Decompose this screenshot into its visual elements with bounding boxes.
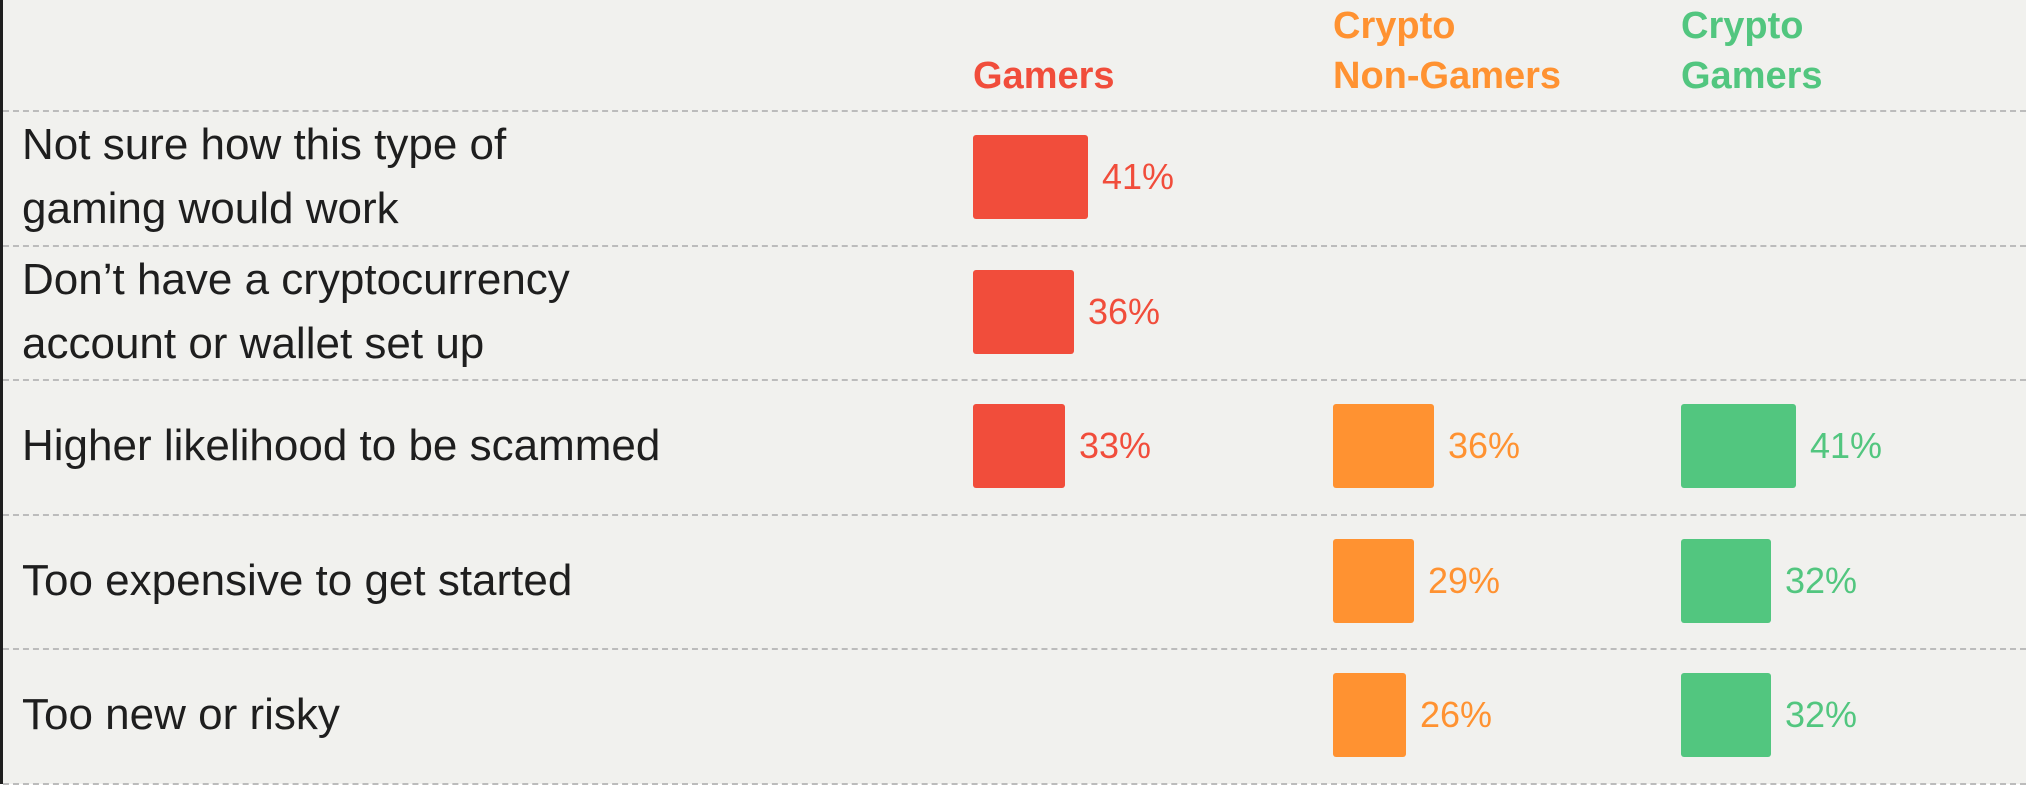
bar-1-2: [1333, 404, 1434, 488]
left-edge-border: [0, 0, 3, 784]
bar-0-0: [973, 135, 1088, 219]
value-label-0-2: 33%: [1079, 425, 1152, 466]
row-divider-1: [3, 245, 2026, 247]
value-label-1-2: 36%: [1448, 425, 1521, 466]
value-label-2-2: 41%: [1810, 425, 1883, 466]
value-label-2-4: 32%: [1785, 694, 1858, 735]
row-divider-4: [3, 648, 2026, 650]
row-label-1-line-0: Don’t have a cryptocurrency: [22, 255, 570, 304]
value-label-0-1: 36%: [1088, 291, 1161, 332]
column-header-2-line-0: Crypto: [1681, 5, 1804, 47]
row-label-3-line-0: Too expensive to get started: [22, 556, 573, 605]
value-label-1-4: 26%: [1420, 694, 1493, 735]
bar-1-4: [1333, 673, 1406, 757]
bar-2-2: [1681, 404, 1796, 488]
row-divider-0: [3, 110, 2026, 112]
row-divider-3: [3, 514, 2026, 516]
row-divider-2: [3, 379, 2026, 381]
column-header-2-line-1: Gamers: [1681, 55, 1823, 97]
bar-0-1: [973, 270, 1074, 354]
column-header-1-line-0: Crypto: [1333, 5, 1456, 47]
bar-0-2: [973, 404, 1065, 488]
row-label-0-line-1: gaming would work: [22, 184, 399, 233]
row-label-4-line-0: Too new or risky: [22, 690, 340, 739]
column-header-0-line-0: Gamers: [973, 55, 1115, 97]
value-label-2-3: 32%: [1785, 560, 1858, 601]
value-label-0-0: 41%: [1102, 156, 1175, 197]
value-label-1-3: 29%: [1428, 560, 1501, 601]
column-header-1-line-1: Non-Gamers: [1333, 55, 1562, 97]
bar-2-4: [1681, 673, 1771, 757]
bar-2-3: [1681, 539, 1771, 623]
row-label-1-line-1: account or wallet set up: [22, 319, 485, 368]
row-label-0-line-0: Not sure how this type of: [22, 120, 507, 169]
row-label-2-line-0: Higher likelihood to be scammed: [22, 421, 661, 470]
bar-1-3: [1333, 539, 1414, 623]
